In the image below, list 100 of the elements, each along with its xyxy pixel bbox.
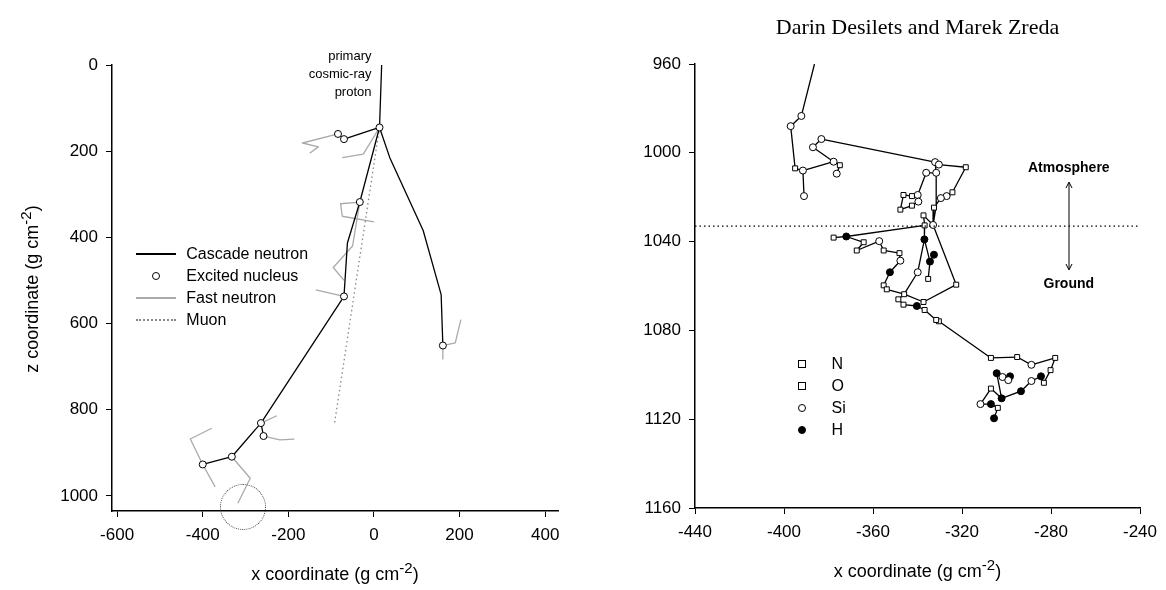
annotation: Atmosphere	[1026, 159, 1111, 176]
legend-label: Excited nucleus	[186, 267, 299, 286]
point	[355, 198, 364, 207]
annotation: primary cosmic-ray proton	[307, 47, 372, 102]
point	[949, 189, 956, 196]
point	[227, 452, 236, 461]
legend-label: H	[831, 420, 844, 439]
point	[997, 394, 1006, 403]
x-axis-title: x coordinate (g cm$^{-2}$)	[250, 559, 420, 585]
x-tick-label: -200	[271, 524, 306, 544]
point	[929, 250, 938, 259]
chart-title: Darin Desilets and Marek Zreda	[774, 14, 1061, 40]
y-tick-label: 600	[69, 313, 98, 333]
point	[990, 414, 999, 423]
legend-label: Fast neutron	[186, 289, 277, 308]
point	[925, 257, 934, 266]
point	[817, 135, 826, 144]
point	[908, 193, 915, 200]
point	[962, 164, 969, 171]
legend-label: O	[831, 376, 844, 395]
point	[920, 299, 927, 305]
point	[900, 192, 907, 198]
y-tick-label: 400	[69, 227, 98, 247]
point	[800, 192, 809, 201]
point	[375, 123, 384, 132]
y-tick-label: 1080	[643, 320, 681, 340]
point	[920, 212, 927, 219]
y-tick-label: 1000	[60, 485, 98, 505]
y-tick-label: 1000	[643, 142, 681, 162]
point	[797, 111, 806, 120]
x-tick-label: -360	[855, 521, 891, 541]
y-tick-label: 1040	[643, 231, 681, 251]
x-tick-label: -320	[944, 521, 980, 541]
y-tick-label: 960	[652, 53, 681, 73]
point	[808, 143, 817, 152]
point	[1004, 376, 1013, 385]
point	[1036, 372, 1045, 381]
point	[259, 432, 268, 441]
point	[1047, 367, 1054, 374]
point	[1014, 354, 1021, 361]
point	[976, 400, 985, 409]
point	[1040, 379, 1047, 386]
point	[936, 194, 945, 203]
y-tick-label: 800	[69, 399, 98, 419]
point	[897, 206, 904, 213]
point	[786, 122, 795, 131]
point	[901, 291, 908, 298]
point	[925, 275, 932, 282]
x-tick-label: 0	[369, 524, 379, 544]
point	[921, 222, 928, 229]
point	[832, 169, 841, 178]
point	[930, 204, 937, 211]
legend-label: N	[831, 354, 844, 373]
point	[987, 354, 994, 361]
point	[986, 400, 995, 409]
point	[853, 247, 860, 254]
point	[883, 286, 890, 293]
point	[896, 256, 905, 265]
y-tick-label: 200	[69, 140, 98, 160]
point	[912, 301, 921, 310]
point	[987, 385, 994, 392]
point	[334, 129, 342, 138]
point	[992, 369, 1001, 378]
legend-label: Muon	[186, 311, 227, 330]
point	[900, 301, 907, 308]
x-axis-title: x coordinate (g cm$^{-2}$)	[832, 556, 1003, 582]
x-tick-label: 200	[445, 524, 474, 544]
legend-label: Si	[831, 398, 846, 417]
x-tick-label: -240	[1122, 521, 1158, 541]
point	[913, 190, 922, 199]
point	[829, 157, 838, 166]
point	[908, 202, 915, 209]
point	[830, 234, 837, 241]
x-tick-label: -280	[1033, 521, 1069, 541]
point	[875, 237, 884, 246]
point	[836, 162, 843, 169]
point	[914, 197, 923, 206]
point	[198, 460, 207, 469]
point	[1052, 354, 1059, 361]
point	[798, 166, 807, 175]
point	[842, 232, 851, 241]
y-tick-label: 0	[88, 54, 98, 74]
x-tick-label: -440	[677, 521, 713, 541]
x-tick-label: 400	[530, 524, 560, 544]
point	[792, 165, 799, 172]
point	[922, 168, 931, 177]
annotation: Ground	[1042, 275, 1096, 292]
point	[860, 239, 867, 246]
point	[885, 268, 894, 277]
point	[932, 168, 941, 177]
point	[1027, 377, 1036, 386]
point	[921, 307, 928, 313]
point	[994, 404, 1001, 411]
y-tick-label: 1120	[644, 408, 681, 428]
point	[256, 419, 265, 428]
point	[339, 292, 348, 301]
point	[339, 135, 348, 144]
point	[913, 268, 922, 277]
point	[1016, 387, 1025, 396]
x-tick-label: -400	[766, 521, 802, 541]
